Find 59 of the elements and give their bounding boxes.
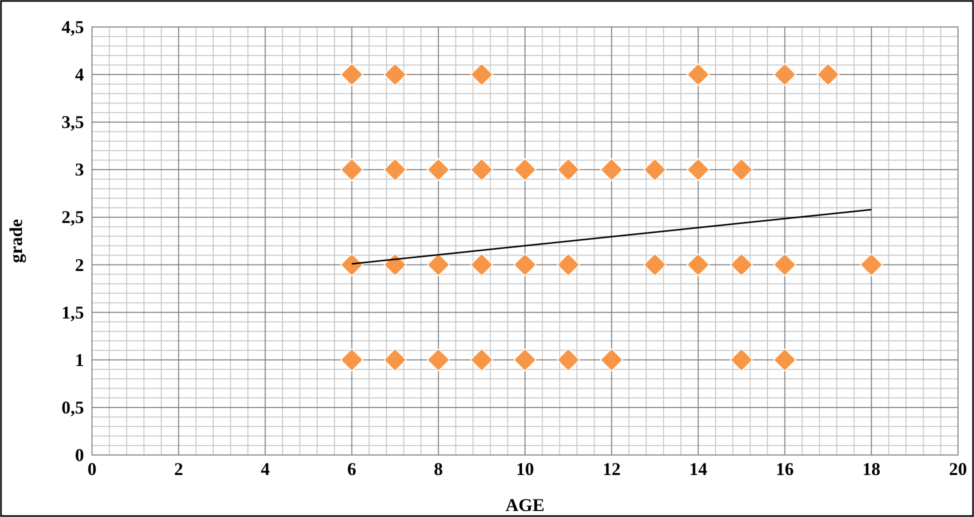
x-axis-title: AGE [505, 495, 545, 515]
point [384, 158, 406, 182]
x-tick-label: 12 [602, 459, 621, 479]
y-tick-label: 4 [75, 64, 84, 85]
y-axis-title: grade [6, 219, 26, 263]
point [644, 158, 666, 182]
point [514, 158, 536, 182]
point [600, 348, 623, 372]
point [470, 63, 494, 86]
point [514, 253, 536, 276]
y-tick-label: 1 [75, 350, 84, 370]
x-tick-label: 0 [88, 459, 96, 479]
point [600, 158, 623, 182]
point [773, 63, 796, 86]
point [427, 348, 450, 372]
x-tick-label: 18 [862, 459, 880, 479]
point [384, 253, 406, 276]
y-tick-label: 3 [75, 160, 84, 180]
y-tick-label: 3,5 [62, 112, 84, 132]
point [816, 63, 840, 86]
point [514, 348, 536, 372]
point [427, 158, 450, 182]
point [686, 253, 710, 276]
point [644, 253, 666, 276]
point [470, 253, 494, 276]
point [730, 253, 753, 276]
y-tick-label: 0 [75, 445, 84, 465]
point [773, 348, 796, 372]
point [384, 348, 406, 372]
point [686, 63, 710, 86]
point [384, 63, 406, 86]
point [340, 63, 364, 86]
point [470, 158, 494, 182]
point [340, 348, 364, 372]
point [686, 158, 710, 182]
point [730, 158, 753, 182]
point [470, 348, 494, 372]
y-tick-label: 4,5 [62, 17, 84, 37]
x-tick-label: 16 [776, 459, 794, 479]
point [556, 348, 580, 372]
point [730, 348, 753, 372]
point [773, 253, 796, 276]
y-tick-label: 0,5 [62, 397, 84, 418]
x-tick-label: 6 [347, 459, 356, 479]
x-tick-label: 14 [689, 459, 708, 479]
x-tick-label: 10 [516, 459, 534, 479]
x-tick-label: 20 [949, 459, 967, 479]
x-tick-label: 2 [174, 459, 184, 479]
point [340, 158, 364, 182]
point [860, 253, 883, 276]
point [556, 158, 580, 182]
y-tick-label: 2,5 [62, 207, 84, 228]
point [427, 253, 450, 276]
y-tick-label: 1,5 [62, 302, 84, 322]
point [340, 253, 364, 276]
x-tick-label: 4 [260, 459, 270, 479]
y-tick-label: 2 [75, 254, 84, 275]
x-tick-label: 8 [434, 459, 443, 479]
point [556, 253, 580, 276]
